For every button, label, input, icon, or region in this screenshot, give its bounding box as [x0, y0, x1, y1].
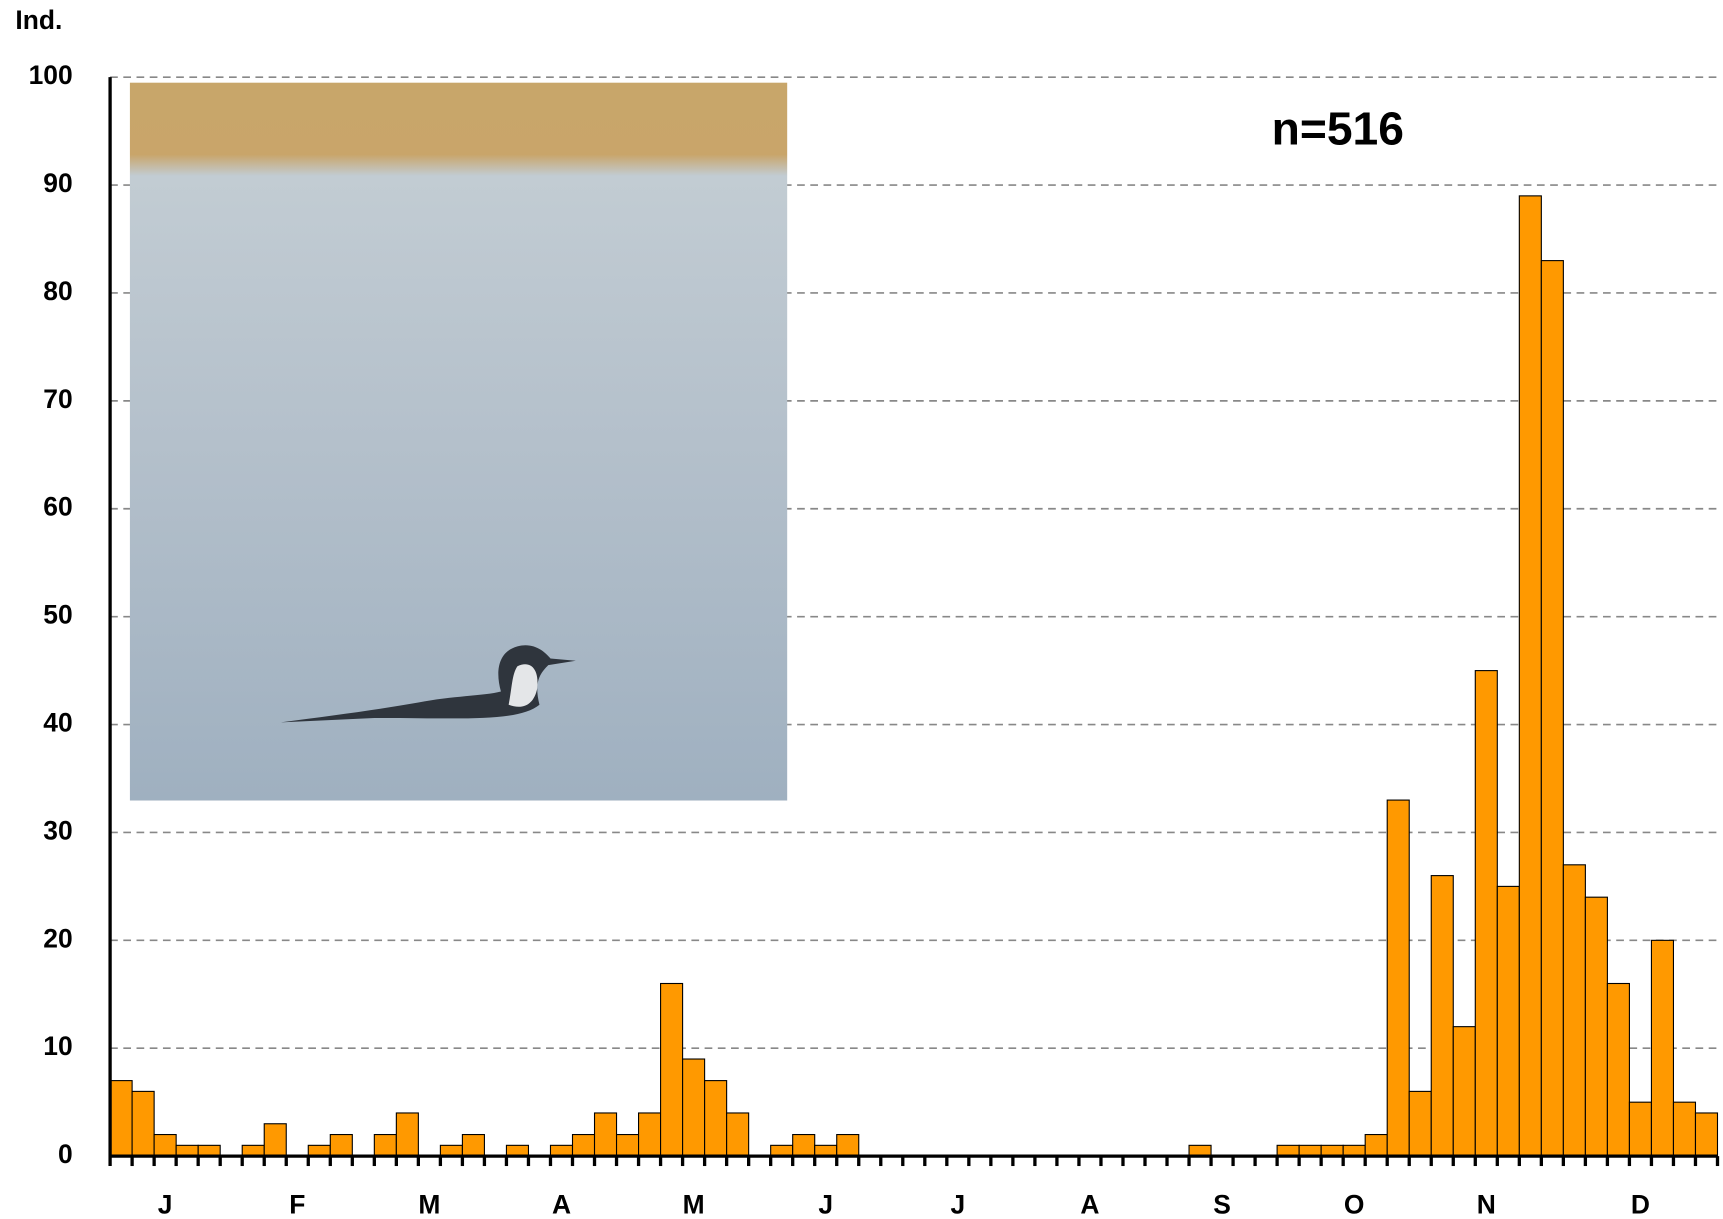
bar	[1628, 1101, 1652, 1157]
x-tick-label: D	[1631, 1190, 1650, 1219]
bar	[395, 1112, 419, 1157]
x-tick-label: O	[1344, 1190, 1365, 1219]
bar	[615, 1133, 640, 1157]
bar	[1518, 195, 1542, 1157]
bar	[153, 1133, 177, 1157]
x-tick-label: J	[158, 1190, 173, 1219]
x-tick-label: A	[1080, 1190, 1099, 1219]
y-tick-label: 50	[43, 600, 72, 630]
y-tick-label: 0	[58, 1139, 73, 1169]
bar	[660, 982, 684, 1157]
x-tick-label: M	[418, 1190, 440, 1219]
bar	[726, 1112, 750, 1157]
x-tick-label: M	[683, 1190, 705, 1219]
y-tick-label: 90	[43, 168, 72, 198]
x-tick-label: J	[950, 1190, 965, 1219]
y-tick-label: 100	[29, 60, 73, 90]
x-tick-label: A	[552, 1190, 571, 1219]
bar	[638, 1112, 662, 1157]
x-tick-label: N	[1477, 1190, 1496, 1219]
y-tick-label: 80	[43, 276, 72, 306]
bar	[571, 1133, 596, 1157]
bar	[109, 1080, 133, 1157]
bar	[1540, 260, 1564, 1157]
bar	[263, 1123, 287, 1157]
bar	[1650, 939, 1675, 1157]
y-tick-label: 70	[43, 384, 72, 414]
y-tick-label: 30	[43, 815, 72, 845]
bar	[593, 1112, 618, 1157]
bar	[1474, 670, 1498, 1157]
bar	[1430, 875, 1454, 1157]
bar	[1694, 1112, 1719, 1157]
bar	[329, 1133, 353, 1157]
y-tick-label: 40	[43, 708, 72, 738]
bar	[373, 1133, 397, 1157]
y-tick-label: 20	[43, 923, 72, 953]
bar	[704, 1080, 728, 1157]
bar	[131, 1090, 155, 1157]
bar	[1584, 896, 1608, 1157]
y-tick-label: 10	[43, 1031, 72, 1061]
y-axis-label: Ind.	[15, 5, 62, 35]
bar	[1408, 1090, 1432, 1157]
bar	[1562, 864, 1586, 1157]
x-tick-label: J	[818, 1190, 833, 1219]
x-tick-label: S	[1213, 1190, 1231, 1219]
y-tick-label: 60	[43, 492, 72, 522]
bar	[1606, 982, 1630, 1157]
bar	[1364, 1133, 1388, 1157]
photo-inset	[129, 82, 788, 801]
bar	[461, 1133, 485, 1157]
bar	[682, 1058, 706, 1157]
bar	[792, 1133, 816, 1157]
annotation: n=516	[1272, 102, 1404, 154]
bar	[836, 1133, 860, 1157]
bar	[1672, 1101, 1697, 1157]
bar	[1496, 885, 1520, 1157]
bar	[1386, 799, 1410, 1157]
bar	[1452, 1026, 1476, 1157]
x-tick-label: F	[289, 1190, 305, 1219]
